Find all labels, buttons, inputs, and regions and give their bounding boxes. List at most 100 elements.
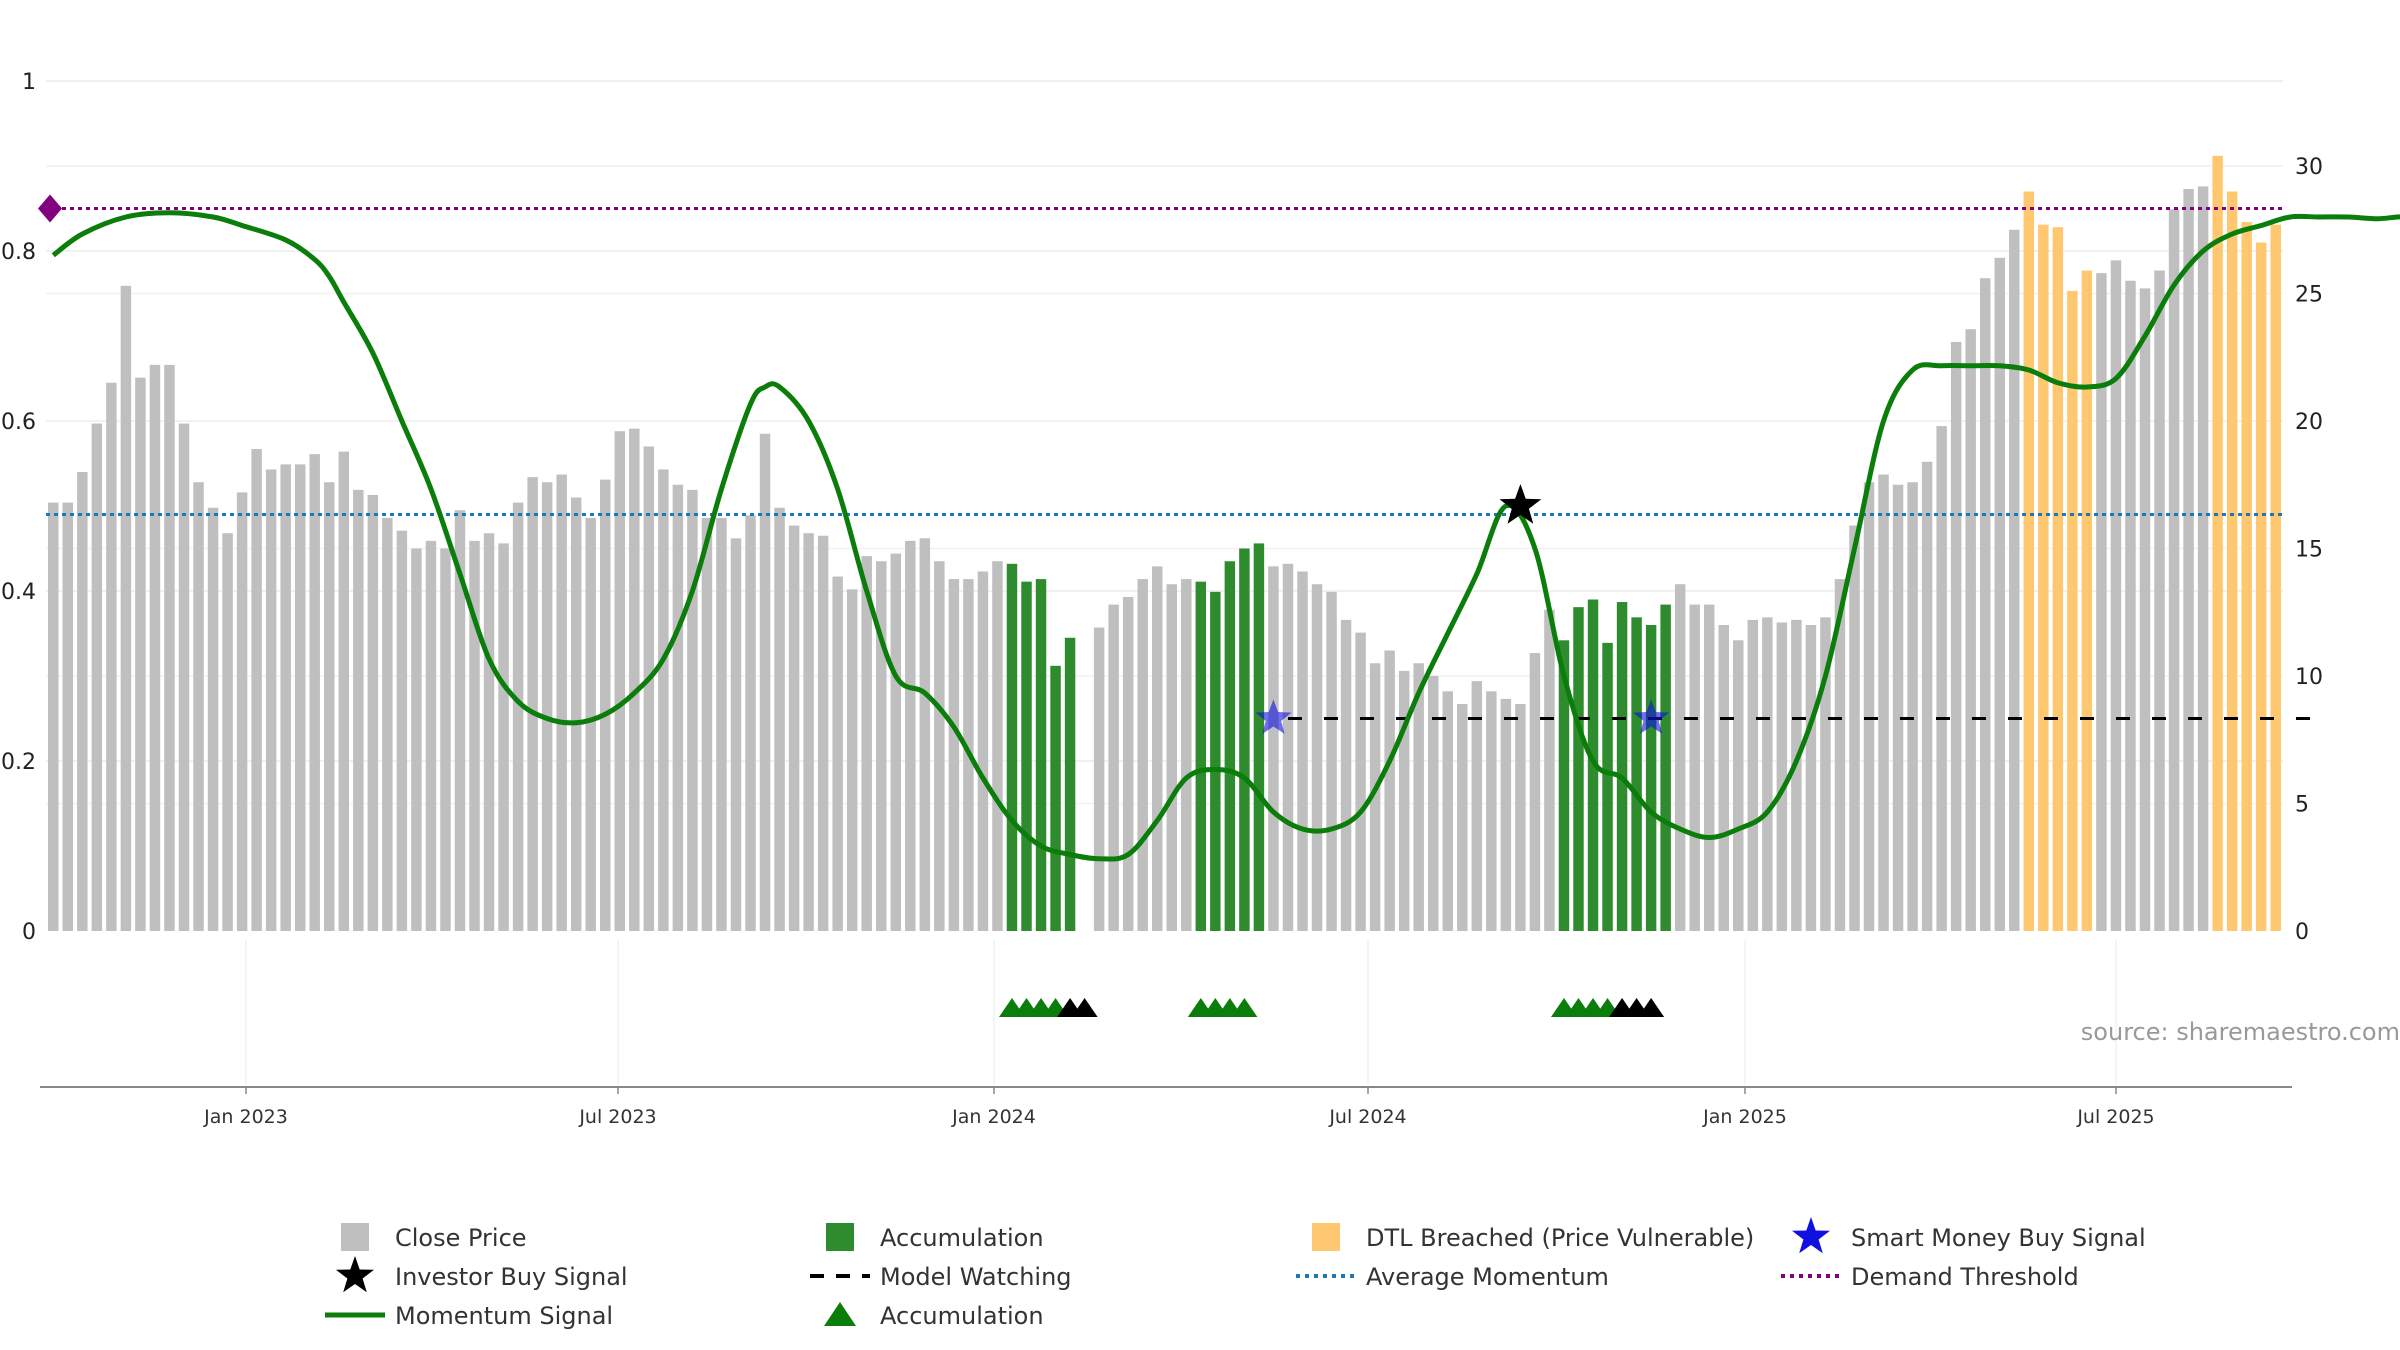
dtl-breached-bar <box>2023 191 2035 931</box>
close-price-bar <box>120 285 132 932</box>
close-price-bar <box>411 548 422 931</box>
dtl-breached-bar <box>2226 191 2238 931</box>
close-price-bar <box>1486 691 1497 931</box>
close-price-bar <box>1849 525 1860 931</box>
close-price-bar <box>556 474 567 931</box>
close-price-bar <box>1689 604 1700 931</box>
accumulation-bar <box>1616 602 1628 931</box>
accumulation-bar <box>1602 642 1613 931</box>
close-price-bar <box>2125 280 2136 931</box>
x-tick-label: Jul 2023 <box>578 1106 656 1128</box>
close-price-bar <box>1108 604 1119 931</box>
close-price-bar <box>1674 584 1686 931</box>
dtl-breached-bar <box>2052 227 2064 931</box>
close-price-bar <box>1384 650 1395 931</box>
legend-item-model-watching: Model Watching <box>810 1263 1072 1291</box>
legend-star-icon <box>1792 1217 1830 1254</box>
close-price-bar <box>905 540 916 931</box>
legend-item-dtl-breached-price-vulnerable: DTL Breached (Price Vulnerable) <box>1312 1223 1754 1252</box>
close-price-bar <box>91 423 103 931</box>
close-price-bar <box>2139 288 2151 931</box>
x-tick-label: Jan 2023 <box>203 1106 288 1128</box>
close-price-bar <box>77 472 88 931</box>
close-price-bar <box>672 484 684 931</box>
close-price-bar <box>1340 619 1352 931</box>
close-price-bar <box>1544 609 1555 931</box>
x-tick-label: Jul 2025 <box>2076 1106 2154 1128</box>
accumulation-bar <box>1558 640 1570 931</box>
source-label: source: sharemaestro.com <box>2081 1018 2400 1046</box>
close-price-bar <box>193 482 204 931</box>
accumulation-bar <box>1631 617 1642 931</box>
close-price-bar <box>1442 691 1453 931</box>
close-price-bar <box>832 576 843 931</box>
close-price-bar <box>527 477 538 931</box>
accumulation-bar <box>1050 665 1061 931</box>
close-price-bar <box>1979 278 1991 931</box>
legend-label: Close Price <box>395 1224 527 1252</box>
close-price-bar <box>2096 273 2107 932</box>
close-price-bar <box>658 469 669 931</box>
accumulation-bar <box>1645 625 1657 931</box>
y-left-tick-label: 0 <box>22 920 36 945</box>
accumulation-bar <box>1195 581 1207 931</box>
legend-label: Smart Money Buy Signal <box>1851 1224 2146 1252</box>
close-price-bar <box>1703 604 1715 931</box>
close-price-bar <box>803 533 814 931</box>
close-price-bar <box>948 579 960 931</box>
y-left-tick-label: 0.6 <box>1 410 36 435</box>
legend-label: DTL Breached (Price Vulnerable) <box>1366 1224 1754 1252</box>
close-price-bar <box>701 517 713 931</box>
close-price-bar <box>1413 663 1424 931</box>
grid-layer <box>46 80 2283 1085</box>
dtl-breached-bar <box>2067 290 2078 931</box>
close-price-bar <box>716 517 727 931</box>
close-price-bar <box>1166 584 1177 931</box>
close-price-bar <box>570 497 582 931</box>
legend-label: Accumulation <box>880 1302 1044 1330</box>
lines-layer <box>38 194 2400 862</box>
legend-item-accumulation: Accumulation <box>826 1223 1044 1252</box>
dtl-breached-bar <box>2270 224 2281 931</box>
close-price-bar <box>1863 482 1875 931</box>
close-price-bar <box>396 530 408 931</box>
close-price-bar <box>1733 640 1744 931</box>
x-tick-label: Jan 2025 <box>1702 1106 1787 1128</box>
momentum-signal-line <box>51 210 2400 862</box>
close-price-bar <box>164 364 175 931</box>
x-tick-label: Jul 2024 <box>1328 1106 1406 1128</box>
close-price-bar <box>382 517 393 931</box>
close-price-bar <box>149 364 161 931</box>
accumulation-triangle <box>1071 998 1098 1017</box>
close-price-bar <box>62 502 74 931</box>
legend-label: Momentum Signal <box>395 1302 613 1330</box>
dtl-breached-bar <box>2241 222 2252 932</box>
dtl-breached-bar <box>2212 155 2223 932</box>
y-left-tick-label: 0.4 <box>1 580 36 605</box>
y-right-tick-label: 15 <box>2295 538 2323 563</box>
accumulation-triangle <box>1231 998 1258 1017</box>
close-price-bar <box>1776 622 1788 931</box>
legend-item-close-price: Close Price <box>341 1223 527 1252</box>
y-right-tick-label: 5 <box>2295 793 2309 818</box>
close-price-bar <box>1936 426 1947 931</box>
close-price-bar <box>1500 698 1512 931</box>
y-right-tick-label: 10 <box>2295 665 2323 690</box>
close-price-bar <box>1181 579 1192 931</box>
close-price-bar <box>48 502 59 931</box>
y-right-tick-label: 20 <box>2295 410 2323 435</box>
close-price-bar <box>1515 704 1526 931</box>
x-tick-label: Jan 2024 <box>951 1106 1036 1128</box>
legend-item-demand-threshold: Demand Threshold <box>1781 1263 2079 1291</box>
close-price-bar <box>469 540 480 931</box>
close-price-bar <box>2197 186 2209 931</box>
close-price-bar <box>2110 260 2122 932</box>
close-price-bar <box>2009 229 2020 931</box>
close-price-bar <box>585 517 596 931</box>
close-price-bar <box>1965 329 1976 931</box>
close-price-bar <box>251 449 262 931</box>
close-price-bar <box>1326 591 1337 931</box>
close-price-bar <box>745 515 756 931</box>
y-left-tick-label: 0.2 <box>1 750 36 775</box>
